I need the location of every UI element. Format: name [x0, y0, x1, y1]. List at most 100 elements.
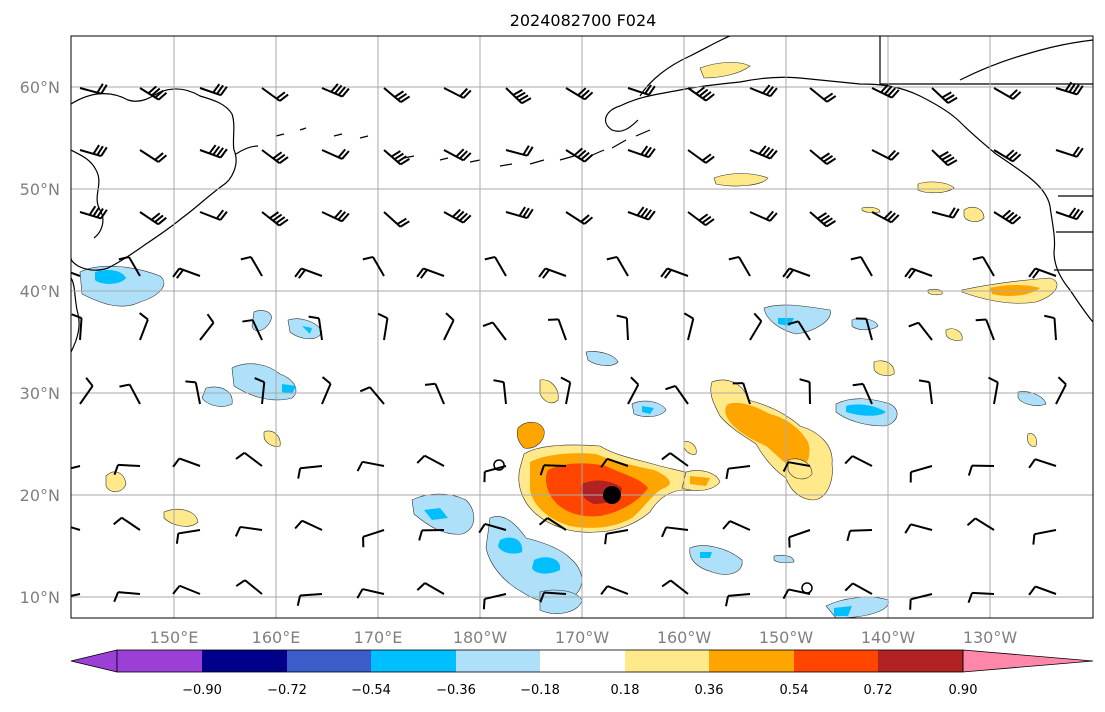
wind-barbs: [71, 81, 1084, 610]
wind-barb: [482, 593, 507, 610]
wind-barb: [71, 593, 81, 600]
gridlines: [71, 36, 1093, 618]
colorbar-tick-label: 0.18: [611, 683, 640, 698]
wind-barb: [627, 145, 656, 159]
wind-barb: [416, 267, 445, 279]
wind-barb: [185, 380, 201, 405]
wind-barb: [199, 83, 228, 97]
wind-barb: [809, 87, 837, 103]
wind-barb: [972, 255, 995, 277]
wind-barb: [627, 206, 656, 221]
wind-barb: [749, 312, 763, 341]
wind-barb: [505, 87, 532, 105]
wind-barb: [113, 463, 141, 476]
lat-label: 20°N: [20, 486, 60, 505]
wind-barb: [931, 87, 958, 104]
wind-barb: [113, 516, 141, 531]
wind-barb: [139, 211, 167, 226]
colorbar-tick-label: −0.90: [182, 683, 222, 698]
canada-boundary: [1054, 195, 1093, 271]
wind-barb: [383, 87, 411, 103]
colorbar-segment: [287, 650, 371, 672]
colorbar-tick-label: −0.54: [351, 683, 391, 698]
wind-barb: [71, 267, 81, 277]
wind-barb: [254, 377, 266, 405]
wind-barb: [539, 591, 567, 603]
wind-barb: [1055, 207, 1084, 221]
wind-barb: [1055, 146, 1084, 158]
wind-barb: [661, 579, 689, 595]
wind-barb: [356, 588, 385, 599]
wind-barb: [175, 529, 201, 544]
lon-label: 160°W: [657, 628, 712, 647]
wind-barb: [904, 267, 933, 279]
wind-barb: [1028, 458, 1057, 469]
wind-barb: [199, 313, 215, 341]
wind-barb: [261, 149, 289, 165]
wind-barb: [235, 451, 263, 467]
wind-barb: [119, 383, 141, 405]
colorbar-segment: [625, 650, 709, 672]
wind-barb: [424, 382, 445, 405]
wind-barb: [749, 210, 778, 222]
calm-circle: [493, 459, 505, 471]
wind-barb: [855, 317, 873, 341]
wind-barb: [661, 526, 689, 538]
wind-barb: [362, 529, 385, 548]
colorbar-frame: [116, 649, 964, 673]
wind-barb: [139, 149, 168, 163]
wind-barb: [443, 208, 472, 224]
wind-barb: [234, 525, 263, 537]
wind-barb: [505, 206, 534, 220]
storm-center-marker[interactable]: [603, 486, 621, 504]
wind-barb: [71, 465, 81, 473]
wind-barb: [71, 313, 83, 341]
wind-barb: [199, 209, 228, 221]
wind-barb: [1055, 81, 1084, 96]
wind-barb: [871, 84, 900, 99]
wind-barb: [683, 312, 695, 341]
colorbar-extend-max: [962, 649, 1094, 673]
wind-barb: [297, 465, 323, 479]
wind-barb: [904, 523, 933, 534]
longitude-labels: 150°E 160°E 170°E 180°W 170°W 160°W 150°…: [150, 628, 1018, 647]
colorbar-extend-min: [70, 649, 118, 673]
wind-barb: [850, 255, 873, 277]
wind-barb: [443, 148, 472, 162]
wind-barb: [809, 211, 836, 228]
colorbar-tick-label: −0.72: [267, 683, 307, 698]
wind-barb: [844, 582, 873, 595]
lon-label: 160°E: [252, 628, 301, 647]
wind-barb: [627, 376, 640, 405]
wind-barb: [172, 267, 201, 279]
colorbar-segment: [117, 650, 202, 672]
wind-barb: [139, 85, 168, 101]
wind-barb: [782, 461, 811, 472]
wind-barb: [139, 312, 149, 341]
colorbar-segment: [371, 650, 456, 672]
wind-barb: [1044, 314, 1057, 341]
wind-barb: [308, 315, 323, 341]
wind-barb: [416, 454, 445, 467]
wind-barb: [79, 83, 108, 95]
wind-barb: [547, 318, 567, 341]
wind-barb: [418, 529, 445, 541]
wind-barb: [1028, 267, 1057, 279]
wind-barb: [118, 255, 141, 277]
lat-label: 50°N: [20, 180, 60, 199]
map-title: 2024082700 F024: [510, 11, 657, 30]
colorbar-tick-label: 0.90: [949, 683, 978, 698]
wind-barb: [871, 210, 900, 224]
wind-barb: [482, 321, 507, 341]
map-area[interactable]: [53, 36, 1093, 618]
wind-barb: [377, 312, 389, 341]
wind-barb: [321, 148, 350, 160]
wind-barb: [908, 321, 933, 341]
wind-barb: [844, 455, 873, 467]
lon-label: 130°W: [963, 628, 1018, 647]
lat-label: 60°N: [20, 78, 60, 97]
wind-barb: [172, 584, 201, 595]
colorbar-segment: [878, 650, 963, 672]
alaska-coastline: [619, 76, 1093, 323]
wind-barb: [687, 149, 715, 164]
